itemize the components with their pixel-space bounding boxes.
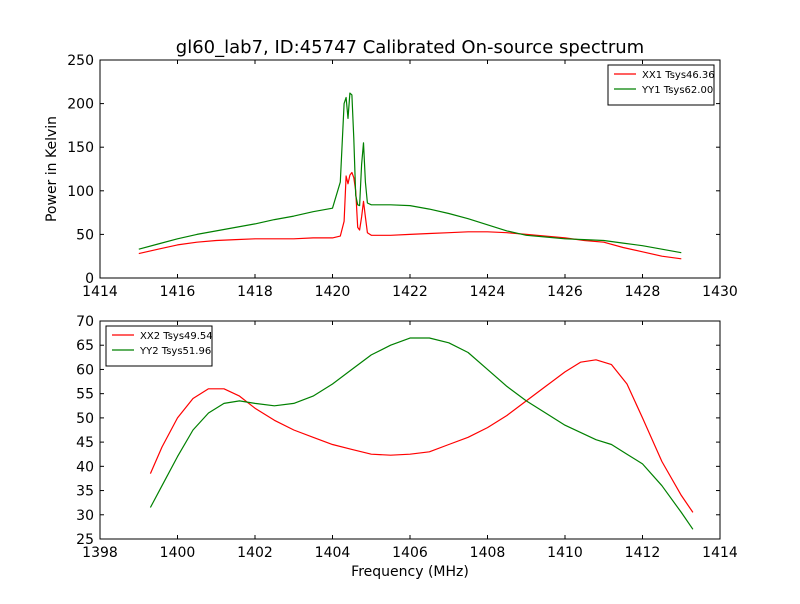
x-tick-label: 1424: [470, 284, 506, 300]
y-tick-label: 25: [76, 532, 94, 548]
legend-entry: YY1 Tsys62.00: [641, 85, 713, 96]
y-tick-label: 35: [76, 484, 94, 500]
y-tick-label: 50: [76, 227, 94, 243]
y-tick-label: 40: [76, 459, 94, 475]
y-tick-label: 45: [76, 435, 94, 451]
legend-box: [607, 64, 715, 106]
x-tick-label: 1402: [237, 545, 273, 561]
y-tick-label: 150: [67, 140, 94, 156]
y-tick-label: 65: [76, 338, 94, 354]
series-line-2: [149, 337, 694, 530]
y-tick-label: 200: [67, 97, 94, 113]
y-axis-label: Power in Kelvin: [44, 116, 60, 222]
x-tick-label: 1418: [237, 284, 273, 300]
y-tick-label: 100: [67, 184, 94, 200]
legend: XX2 Tsys49.54 YY2 Tsys51.96: [105, 325, 213, 367]
y-tick-label: 70: [76, 314, 94, 330]
x-tick-label: 1406: [392, 545, 428, 561]
x-tick-label: 1414: [82, 284, 118, 300]
y-tick-label: 30: [76, 508, 94, 524]
x-tick-label: 1410: [547, 545, 583, 561]
x-tick-label: 1430: [702, 284, 738, 300]
x-tick-label: 1400: [160, 545, 196, 561]
x-tick-label: 1404: [315, 545, 351, 561]
legend-entry: XX2 Tsys49.54: [140, 331, 213, 342]
y-tick-label: 0: [85, 271, 94, 287]
y-tick-label: 55: [76, 387, 94, 403]
figure-title: gl60_lab7, ID:45747 Calibrated On-source…: [176, 37, 644, 58]
y-tick-label: 250: [67, 53, 94, 69]
x-tick-label: 1414: [702, 545, 738, 561]
legend: XX1 Tsys46.36 YY1 Tsys62.00: [607, 64, 715, 106]
y-tick-label: 50: [76, 411, 94, 427]
x-tick-label: 1422: [392, 284, 428, 300]
legend-box: [105, 325, 213, 367]
series-line-2: [138, 92, 682, 254]
x-tick-label: 1408: [470, 545, 506, 561]
x-tick-label: 1398: [82, 545, 118, 561]
y-tick-label: 60: [76, 362, 94, 378]
legend-entry: YY2 Tsys51.96: [139, 346, 211, 357]
x-tick-label: 1416: [160, 284, 196, 300]
x-tick-label: 1412: [625, 545, 661, 561]
x-tick-label: 1426: [547, 284, 583, 300]
series-line-1: [138, 171, 682, 260]
chart-2: 1398 1400 1402 1404 1406 1408 1410 1412 1414 25 30…: [76, 314, 738, 580]
series-line-1: [149, 359, 694, 513]
legend-entry: XX1 Tsys46.36: [642, 70, 715, 81]
chart-1: 1414 1416 1418 1420 1422 1424 1426 1428 1430 0 50 1…: [44, 53, 738, 300]
x-axis-label: Frequency (MHz): [351, 564, 469, 580]
x-tick-label: 1428: [625, 284, 661, 300]
x-tick-label: 1420: [315, 284, 351, 300]
